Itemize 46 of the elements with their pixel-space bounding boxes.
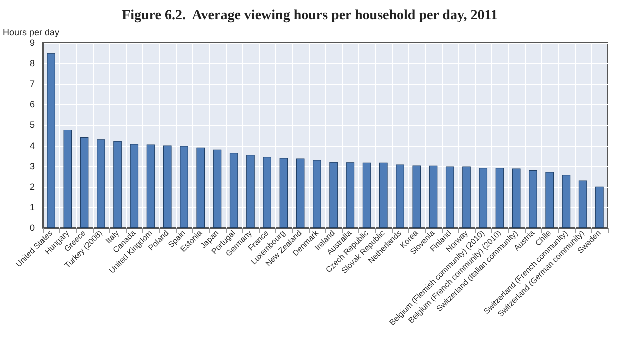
bar	[180, 146, 188, 228]
chart-title: Figure 6.2. Average viewing hours per household per day, 2011	[122, 8, 498, 24]
bar	[362, 162, 372, 228]
y-axis-title: Hours per day	[3, 28, 60, 38]
bar	[47, 53, 56, 228]
y-tick-label: 7	[30, 79, 35, 90]
bar	[346, 162, 355, 228]
bar	[213, 150, 222, 228]
bar	[64, 130, 72, 228]
bar	[80, 138, 89, 228]
bar	[462, 166, 471, 228]
bar	[280, 158, 288, 228]
bar	[263, 157, 272, 228]
bar	[130, 144, 139, 228]
y-tick-label: 5	[30, 120, 35, 130]
y-tick-label: 8	[30, 58, 35, 69]
bar	[114, 141, 122, 228]
bar	[380, 162, 388, 228]
bar	[396, 164, 404, 228]
bar	[330, 162, 338, 228]
bar	[546, 172, 554, 228]
y-tick-label: 1	[30, 202, 35, 212]
y-tick-label: 6	[30, 100, 35, 110]
bar	[496, 168, 504, 228]
bar	[246, 155, 255, 228]
bar	[596, 186, 604, 228]
bar	[313, 160, 322, 228]
y-tick-label: 0	[30, 223, 35, 233]
bar	[562, 174, 571, 228]
y-tick-label: 3	[30, 161, 35, 172]
bar	[146, 144, 156, 228]
bar	[529, 170, 538, 228]
bar	[412, 166, 422, 228]
bar	[512, 168, 521, 228]
y-tick-label: 4	[30, 140, 35, 151]
bar	[230, 152, 238, 228]
bar	[578, 180, 588, 228]
bar	[479, 168, 488, 228]
bar	[429, 166, 438, 228]
bar	[296, 158, 305, 228]
y-tick-label: 9	[30, 38, 35, 48]
bar	[196, 148, 206, 228]
bar	[97, 140, 106, 228]
bar	[163, 146, 172, 228]
y-tick-label: 2	[30, 182, 35, 192]
bar	[446, 166, 454, 228]
